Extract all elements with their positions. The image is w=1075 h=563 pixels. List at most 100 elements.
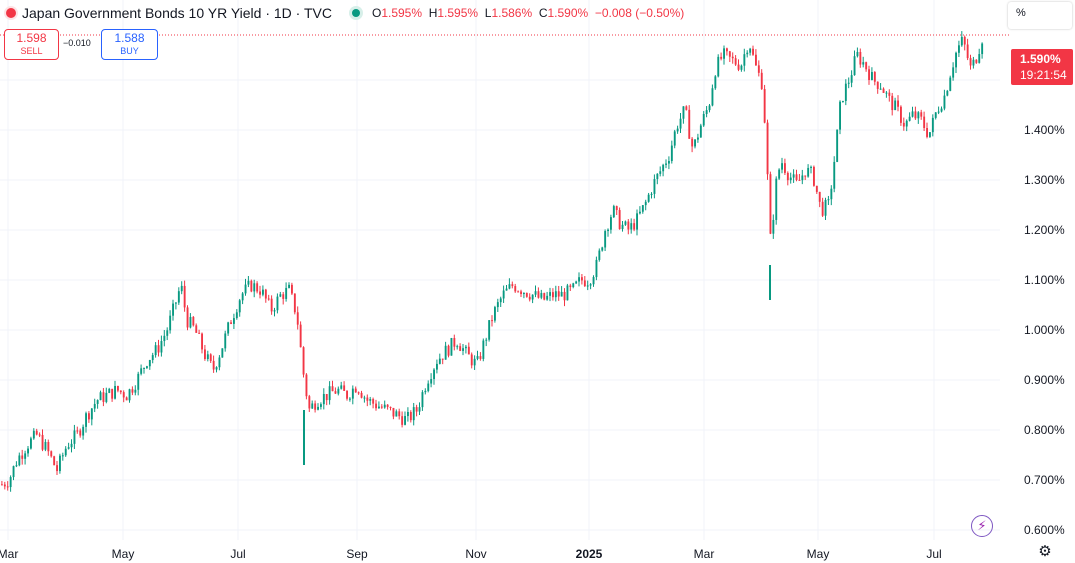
candle-body — [491, 320, 493, 322]
candle-body — [438, 358, 441, 364]
candle-body — [673, 131, 676, 146]
candle-body — [349, 398, 351, 400]
bar-countdown: 19:21:54 — [1020, 68, 1067, 82]
candle-body — [827, 199, 830, 201]
candle-body — [833, 161, 836, 189]
candle-body — [32, 430, 35, 439]
y-tick-label: 1.200% — [1024, 223, 1065, 237]
candle-body — [865, 62, 868, 70]
candle-body — [137, 373, 140, 390]
y-tick-label: 0.800% — [1024, 423, 1065, 437]
candle-body — [653, 179, 656, 194]
candle-body — [746, 52, 749, 55]
candle-body — [647, 194, 650, 202]
candle-body — [111, 388, 114, 399]
percent-scale-button[interactable]: % — [1008, 2, 1072, 29]
candle-body — [937, 111, 940, 113]
candle-body — [902, 122, 905, 127]
lightning-icon[interactable]: ⚡ — [971, 515, 993, 537]
sell-button[interactable]: 1.598 SELL — [4, 29, 59, 60]
candle-body — [177, 291, 180, 303]
candle-body — [711, 88, 714, 106]
candle-body — [9, 477, 12, 488]
candle-body — [99, 392, 102, 401]
candle-body — [502, 290, 505, 299]
candle-body — [749, 48, 752, 53]
candle-body — [943, 95, 946, 109]
candle-body — [818, 191, 821, 202]
candle-body — [772, 219, 775, 234]
candle-body — [430, 379, 433, 384]
candle-body — [714, 76, 717, 89]
x-tick-label: Jul — [926, 547, 941, 561]
candle-body — [920, 112, 923, 117]
candle-body — [810, 166, 812, 168]
candle-body — [842, 100, 844, 102]
candle-body — [154, 345, 157, 356]
candle-body — [409, 412, 412, 421]
candle-body — [897, 100, 899, 107]
candle-body — [824, 199, 827, 216]
candle-body — [467, 346, 470, 355]
candle-body — [189, 317, 192, 328]
buy-price: 1.588 — [114, 31, 145, 45]
candle-body — [264, 289, 267, 299]
candle-body — [259, 291, 261, 295]
candle-body — [412, 407, 415, 421]
candle-body — [90, 408, 93, 420]
candle-body — [873, 72, 876, 82]
candle-body — [525, 292, 528, 297]
candle-body — [496, 302, 499, 308]
sell-price: 1.598 — [16, 31, 47, 45]
candle-body — [148, 360, 151, 367]
candle-body — [401, 416, 404, 425]
candle-body — [627, 221, 630, 230]
candle-body — [885, 92, 888, 94]
candle-body — [119, 390, 122, 393]
candle-body — [784, 163, 786, 173]
candle-body — [720, 56, 723, 59]
candle-body — [93, 403, 96, 409]
x-tick-label: Jul — [230, 547, 245, 561]
candle-body — [6, 486, 9, 488]
candle-body — [279, 294, 282, 297]
change-value: −0.008 (−0.50%) — [594, 6, 685, 20]
candle-body — [212, 360, 215, 370]
candle-body — [755, 54, 757, 66]
candle-body — [453, 338, 456, 347]
candle-body — [192, 317, 195, 326]
candle-body — [569, 285, 572, 288]
candle-body — [233, 318, 235, 324]
buy-button[interactable]: 1.588 BUY — [101, 29, 158, 60]
candle-body — [618, 210, 621, 230]
candle-body — [256, 283, 259, 292]
candle-body — [96, 400, 99, 404]
candle-body — [389, 406, 392, 408]
candle-body — [311, 403, 314, 409]
candle-body — [238, 300, 241, 313]
candle-body — [73, 430, 76, 444]
candle-body — [966, 44, 969, 59]
candle-body — [12, 466, 15, 478]
candle-body — [41, 434, 44, 450]
candle-body — [183, 285, 186, 308]
candle-body — [204, 349, 206, 360]
candle-body — [64, 448, 67, 456]
candle-body — [122, 392, 125, 398]
candle-body — [639, 211, 641, 214]
candle-body — [386, 404, 389, 407]
candle-body — [392, 407, 395, 417]
candle-body — [612, 206, 615, 218]
candle-body — [734, 58, 737, 65]
candle-body — [914, 111, 917, 119]
candle-body — [433, 369, 435, 380]
candle-body — [807, 167, 810, 177]
candle-body — [415, 407, 418, 412]
candle-body — [299, 324, 302, 348]
candle-body — [250, 280, 253, 292]
candle-body — [662, 164, 665, 172]
gear-icon[interactable]: ⚙ — [1038, 543, 1052, 560]
realtime-dot — [351, 9, 360, 17]
symbol-header[interactable]: Japan Government Bonds 10 YR Yield · 1D … — [6, 3, 684, 23]
